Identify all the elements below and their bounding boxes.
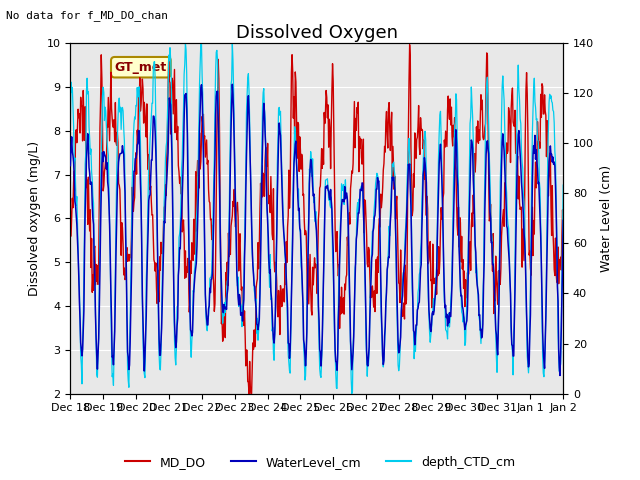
WaterLevel_cm [368,255,376,261]
MD_DO [245,391,253,396]
Y-axis label: Dissolved oxygen (mg/L): Dissolved oxygen (mg/L) [28,141,41,296]
WaterLevel_cm [259,143,266,149]
WaterLevel_cm [396,348,403,354]
Title: Dissolved Oxygen: Dissolved Oxygen [236,24,398,42]
depth_CTD_cm [369,228,376,234]
MD_DO [215,76,223,82]
Line: depth_CTD_cm: depth_CTD_cm [70,43,563,394]
depth_CTD_cm [259,105,266,110]
WaterLevel_cm [215,141,223,146]
MD_DO [239,300,247,306]
MD_DO [259,194,266,200]
Text: No data for f_MD_DO_chan: No data for f_MD_DO_chan [6,10,168,21]
WaterLevel_cm [228,82,236,87]
MD_DO [396,281,403,287]
MD_DO [559,226,567,232]
Line: WaterLevel_cm: WaterLevel_cm [70,84,563,375]
WaterLevel_cm [556,372,564,378]
WaterLevel_cm [559,217,567,223]
Line: MD_DO: MD_DO [70,45,563,394]
Y-axis label: Water Level (cm): Water Level (cm) [600,165,612,272]
depth_CTD_cm [182,40,189,46]
depth_CTD_cm [124,377,132,383]
WaterLevel_cm [124,354,132,360]
MD_DO [124,258,132,264]
Legend: MD_DO, WaterLevel_cm, depth_CTD_cm: MD_DO, WaterLevel_cm, depth_CTD_cm [120,451,520,474]
MD_DO [406,42,413,48]
MD_DO [67,206,74,212]
depth_CTD_cm [559,182,567,188]
MD_DO [368,294,376,300]
depth_CTD_cm [348,391,356,396]
depth_CTD_cm [216,176,223,182]
depth_CTD_cm [67,124,74,130]
Text: GT_met: GT_met [115,61,167,74]
WaterLevel_cm [240,297,248,302]
depth_CTD_cm [396,349,404,355]
depth_CTD_cm [240,277,248,283]
WaterLevel_cm [67,163,74,168]
